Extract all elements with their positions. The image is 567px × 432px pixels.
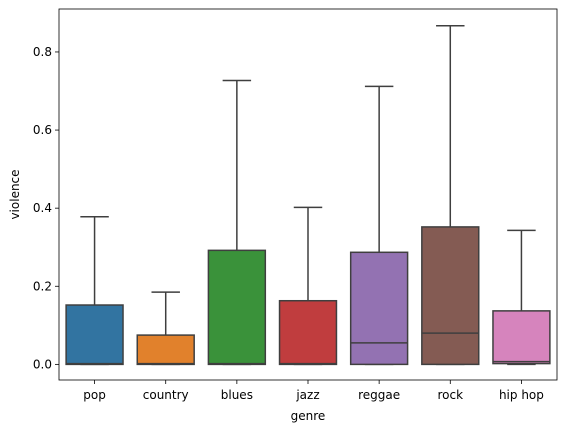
box-rock: [421, 226, 480, 366]
x-axis-label: genre: [291, 409, 326, 423]
box-hip-hop: [492, 310, 551, 365]
y-tick-label: 0.4: [33, 201, 52, 215]
y-axis: 0.0 0.2 0.4 0.6 0.8: [33, 45, 59, 371]
box-group-country: [136, 291, 195, 366]
x-tick-label: blues: [221, 388, 253, 402]
y-tick-label: 0.8: [33, 45, 52, 59]
y-tick-label: 0.0: [33, 357, 52, 371]
box-reggae: [349, 251, 409, 366]
box-group-rock: [421, 25, 480, 366]
x-tick-label: jazz: [295, 388, 319, 402]
x-axis: pop country blues jazz reggae rock hip hop: [83, 380, 544, 402]
y-tick-label: 0.6: [33, 123, 52, 137]
box-blues: [207, 249, 267, 366]
box-group-hip-hop: [492, 229, 551, 366]
box-group-pop: [65, 216, 124, 366]
box-group-jazz: [278, 206, 338, 366]
box-country: [136, 334, 195, 366]
x-tick-label: rock: [438, 388, 464, 402]
x-tick-label: reggae: [358, 388, 400, 402]
box-group-reggae: [349, 85, 409, 366]
box-pop: [65, 304, 124, 366]
box-jazz: [278, 299, 338, 366]
box-group-blues: [207, 79, 267, 366]
y-axis-label: violence: [8, 169, 22, 219]
x-tick-label: country: [143, 388, 189, 402]
boxes-layer: [65, 25, 551, 366]
y-tick-label: 0.2: [33, 279, 52, 293]
x-tick-label: hip hop: [499, 388, 544, 402]
x-tick-label: pop: [83, 388, 106, 402]
